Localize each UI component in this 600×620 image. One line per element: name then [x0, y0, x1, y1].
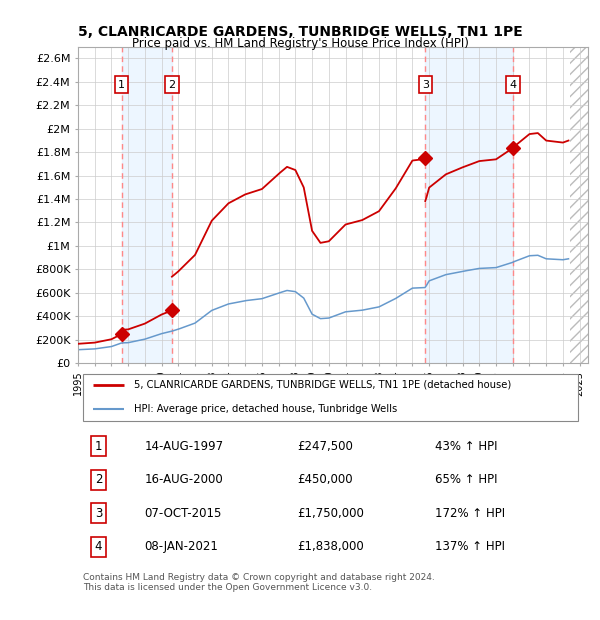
Text: 5, CLANRICARDE GARDENS, TUNBRIDGE WELLS, TN1 1PE (detached house): 5, CLANRICARDE GARDENS, TUNBRIDGE WELLS,… — [134, 380, 511, 390]
Text: 3: 3 — [95, 507, 102, 520]
Text: 172% ↑ HPI: 172% ↑ HPI — [435, 507, 505, 520]
Bar — [122, 46, 172, 363]
Text: £450,000: £450,000 — [297, 474, 353, 486]
Text: Contains HM Land Registry data © Crown copyright and database right 2024.
This d: Contains HM Land Registry data © Crown c… — [83, 573, 435, 592]
Text: 137% ↑ HPI: 137% ↑ HPI — [435, 541, 505, 554]
Text: £247,500: £247,500 — [297, 440, 353, 453]
Bar — [425, 46, 513, 363]
Text: 1: 1 — [95, 440, 102, 453]
Text: 1: 1 — [118, 79, 125, 89]
Text: 2: 2 — [169, 79, 175, 89]
Text: 14-AUG-1997: 14-AUG-1997 — [145, 440, 223, 453]
Text: 07-OCT-2015: 07-OCT-2015 — [145, 507, 221, 520]
Text: £1,750,000: £1,750,000 — [297, 507, 364, 520]
Text: 08-JAN-2021: 08-JAN-2021 — [145, 541, 218, 554]
Text: 65% ↑ HPI: 65% ↑ HPI — [435, 474, 497, 486]
Text: 4: 4 — [509, 79, 517, 89]
FancyBboxPatch shape — [83, 374, 578, 421]
Text: 3: 3 — [422, 79, 429, 89]
Text: HPI: Average price, detached house, Tunbridge Wells: HPI: Average price, detached house, Tunb… — [134, 404, 397, 414]
Text: £1,838,000: £1,838,000 — [297, 541, 364, 554]
Text: Price paid vs. HM Land Registry's House Price Index (HPI): Price paid vs. HM Land Registry's House … — [131, 37, 469, 50]
Text: 5, CLANRICARDE GARDENS, TUNBRIDGE WELLS, TN1 1PE: 5, CLANRICARDE GARDENS, TUNBRIDGE WELLS,… — [77, 25, 523, 39]
Text: 16-AUG-2000: 16-AUG-2000 — [145, 474, 223, 486]
Text: 4: 4 — [95, 541, 102, 554]
Text: 43% ↑ HPI: 43% ↑ HPI — [435, 440, 497, 453]
Text: 2: 2 — [95, 474, 102, 486]
